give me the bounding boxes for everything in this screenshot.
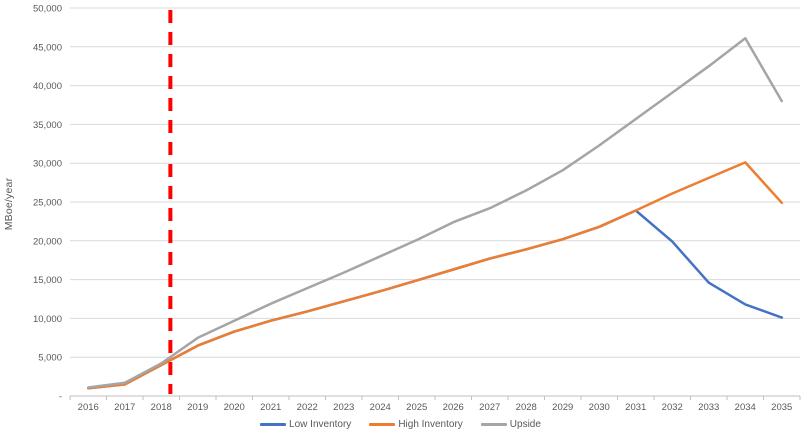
x-tick-label: 2019	[187, 402, 208, 413]
x-tick-label: 2023	[333, 402, 354, 413]
y-tick-label: 10,000	[33, 314, 62, 325]
x-tick-label: 2018	[151, 402, 172, 413]
x-tick-label: 2031	[625, 402, 646, 413]
y-axis-title: MBoe/year	[3, 177, 15, 231]
x-tick-label: 2035	[771, 402, 792, 413]
legend-swatch-upside	[480, 423, 507, 426]
y-tick-label: 15,000	[33, 275, 62, 286]
x-tick-label: 2033	[698, 402, 719, 413]
y-tick-label: -	[59, 392, 62, 403]
legend-item-low-inventory[interactable]: Low Inventory	[260, 419, 351, 430]
series-line-high-inventory	[87, 161, 784, 390]
x-tick-label: 2022	[297, 402, 318, 413]
legend-item-upside[interactable]: Upside	[480, 419, 541, 430]
y-tick-label: 30,000	[33, 159, 62, 170]
y-tick-label: 50,000	[33, 4, 62, 15]
x-tick-label: 2025	[406, 402, 427, 413]
x-tick-label: 2029	[552, 402, 573, 413]
x-tick-label: 2030	[589, 402, 610, 413]
y-tick-label: 35,000	[33, 120, 62, 131]
chart-legend: Low Inventory High Inventory Upside	[0, 419, 801, 430]
legend-label: Upside	[509, 419, 541, 430]
y-tick-label: 5,000	[38, 353, 62, 364]
x-tick-label: 2020	[224, 402, 245, 413]
x-tick-label: 2028	[516, 402, 537, 413]
x-tick-label: 2017	[114, 402, 135, 413]
legend-swatch-low-inventory	[260, 423, 287, 426]
x-tick-label: 2032	[662, 402, 683, 413]
x-tick-label: 2034	[735, 402, 756, 413]
y-tick-label: 45,000	[33, 42, 62, 53]
y-tick-label: 20,000	[33, 236, 62, 247]
x-tick-label: 2027	[479, 402, 500, 413]
x-tick-label: 2026	[443, 402, 464, 413]
x-tick-label: 2016	[78, 402, 99, 413]
legend-label: Low Inventory	[289, 419, 352, 430]
legend-label: High Inventory	[398, 419, 463, 430]
series-line-low-inventory	[87, 209, 784, 390]
legend-item-high-inventory[interactable]: High Inventory	[369, 419, 463, 430]
series-line-upside	[87, 37, 784, 389]
y-tick-label: 25,000	[33, 198, 62, 209]
y-tick-label: 40,000	[33, 81, 62, 92]
legend-swatch-high-inventory	[369, 423, 396, 426]
x-tick-label: 2021	[260, 402, 281, 413]
x-tick-label: 2024	[370, 402, 391, 413]
